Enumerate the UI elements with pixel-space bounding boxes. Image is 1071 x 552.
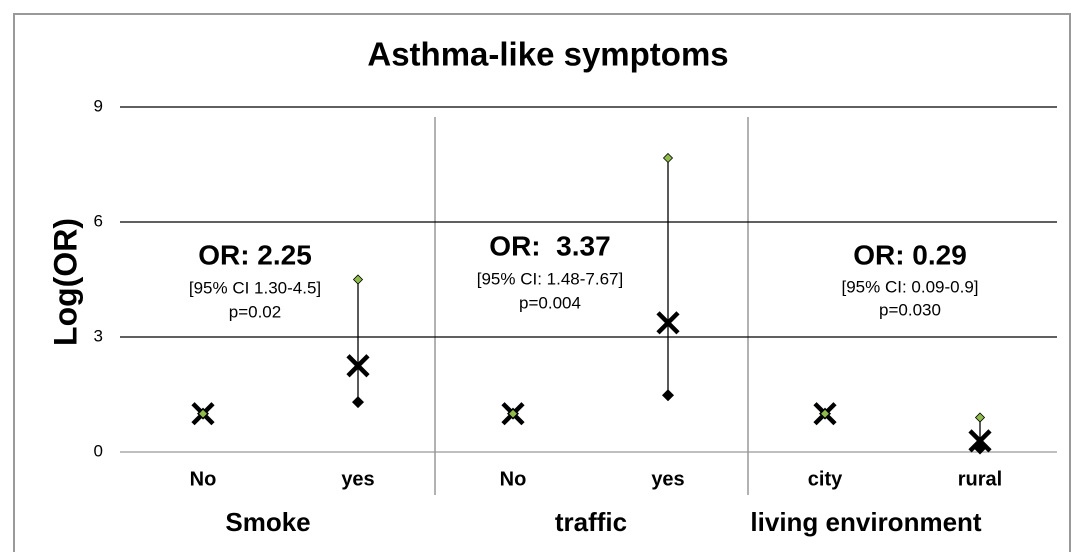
ci-high-marker	[352, 274, 364, 285]
ci-low-marker	[662, 389, 674, 402]
annotation: OR: 2.25	[198, 239, 312, 270]
chart-title: Asthma-like symptoms	[367, 36, 728, 73]
y-tick-label: 6	[94, 211, 103, 230]
annotation: [95% CI 1.30-4.5]	[189, 278, 321, 297]
estimate-stroke	[346, 354, 370, 378]
ci-high-marker	[819, 408, 831, 419]
annotation: [95% CI: 1.48-7.67]	[477, 269, 623, 288]
ci-high-marker	[974, 412, 986, 423]
ci-high-marker	[197, 408, 209, 419]
annotation: OR: 3.37	[489, 230, 610, 261]
chart-frame	[13, 13, 1071, 552]
y-tick-label: 0	[94, 441, 103, 460]
x-tick-label: yes	[651, 468, 684, 490]
annotation: p=0.02	[229, 302, 281, 321]
estimate-marker	[968, 429, 992, 453]
y-tick-label: 3	[94, 326, 103, 345]
y-tick-label: 9	[94, 96, 103, 115]
annotation: OR: 0.29	[853, 239, 967, 270]
annotation: [95% CI: 0.09-0.9]	[841, 277, 978, 296]
x-tick-label: rural	[958, 468, 1002, 490]
x-tick-label: city	[808, 468, 843, 490]
annotation: p=0.004	[519, 293, 581, 312]
x-tick-label: No	[500, 468, 527, 490]
x-tick-label: yes	[341, 468, 374, 490]
group-label: traffic	[555, 507, 627, 537]
ci-high-marker	[507, 408, 519, 419]
group-label: living environment	[750, 507, 981, 537]
ci-low-marker	[352, 396, 364, 409]
annotation: p=0.030	[879, 300, 941, 319]
estimate-stroke	[656, 311, 680, 335]
group-label: Smoke	[225, 507, 310, 537]
x-tick-label: No	[190, 468, 217, 490]
estimate-marker	[346, 354, 370, 378]
ci-high-marker	[662, 152, 674, 164]
estimate-marker	[656, 311, 680, 335]
estimate-stroke	[968, 429, 992, 453]
y-axis-label: Log(OR)	[47, 218, 83, 346]
